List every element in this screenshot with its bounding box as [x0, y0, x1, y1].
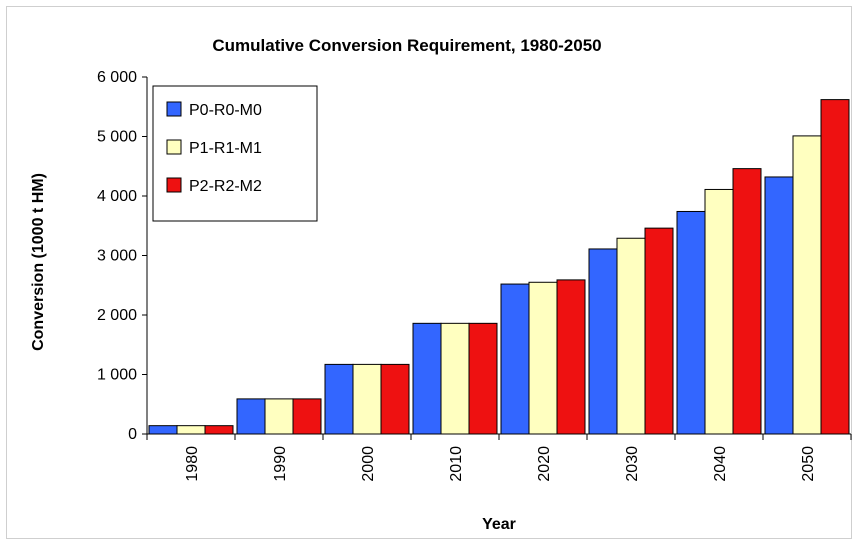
bar-p1-r1-m1-2020 [528, 281, 558, 435]
bar-p0-r0-m0-2030 [588, 248, 618, 435]
bar-p1-r1-m1-1990 [264, 398, 294, 435]
x-tick-label: 2040 [712, 446, 729, 482]
y-tick-label: 0 [128, 426, 137, 443]
y-tick-label: 3 000 [97, 248, 137, 265]
bar-p2-r2-m2-2020 [556, 279, 586, 435]
bar-p2-r2-m2-2050 [820, 99, 850, 435]
legend-label: P2-R2-M2 [189, 178, 262, 195]
x-tick-label: 1990 [272, 446, 289, 482]
bar-p0-r0-m0-2050 [764, 176, 794, 435]
bar-p1-r1-m1-2040 [704, 188, 734, 435]
bar-p0-r0-m0-1990 [236, 398, 266, 435]
bar-p0-r0-m0-1980 [148, 425, 178, 435]
legend-label: P1-R1-M1 [189, 140, 262, 157]
bar-p1-r1-m1-2050 [792, 135, 822, 435]
bar-p0-r0-m0-2020 [500, 283, 530, 435]
y-tick-label: 6 000 [97, 69, 137, 86]
legend-swatch [166, 139, 182, 155]
chart-title: Cumulative Conversion Requirement, 1980-… [212, 36, 601, 55]
bar-p0-r0-m0-2010 [412, 322, 442, 435]
bar-p2-r2-m2-2000 [380, 363, 410, 435]
y-tick-label: 5 000 [97, 129, 137, 146]
bar-p1-r1-m1-2010 [440, 322, 470, 435]
legend-label: P0-R0-M0 [189, 102, 262, 119]
bar-p2-r2-m2-1980 [204, 425, 234, 435]
x-tick-label: 2010 [448, 446, 465, 482]
bar-p2-r2-m2-1990 [292, 398, 322, 435]
x-tick-label: 1980 [184, 446, 201, 482]
bar-p0-r0-m0-2040 [676, 210, 706, 435]
bar-p1-r1-m1-1980 [176, 425, 206, 435]
x-tick-label: 2000 [360, 446, 377, 482]
bar-p1-r1-m1-2030 [616, 237, 646, 435]
x-tick-label: 2050 [800, 446, 817, 482]
y-axis: 0 1 000 2 000 3 000 4 000 5 000 6 000 [97, 69, 148, 443]
y-tick-label: 4 000 [97, 188, 137, 205]
x-axis-title: Year [482, 516, 516, 533]
bar-p0-r0-m0-2000 [324, 363, 354, 435]
bar-p2-r2-m2-2030 [644, 227, 674, 435]
chart-frame: Cumulative Conversion Requirement, 1980-… [6, 6, 852, 539]
bar-p2-r2-m2-2040 [732, 168, 762, 435]
bar-p1-r1-m1-2000 [352, 363, 382, 435]
y-axis-title: Conversion (1000 t HM) [30, 173, 47, 351]
y-tick-label: 1 000 [97, 367, 137, 384]
x-axis: 1980 1990 2000 2010 2020 2030 2040 2050 [146, 433, 852, 482]
y-tick-label: 2 000 [97, 307, 137, 324]
legend-swatch [166, 177, 182, 193]
bar-p2-r2-m2-2010 [468, 322, 498, 435]
legend-swatch [166, 101, 182, 117]
legend: P0-R0-M0 P1-R1-M1 P2-R2-M2 [152, 85, 318, 222]
chart: Cumulative Conversion Requirement, 1980-… [30, 36, 852, 533]
bars [148, 99, 850, 435]
x-tick-label: 2030 [624, 446, 641, 482]
x-tick-label: 2020 [536, 446, 553, 482]
